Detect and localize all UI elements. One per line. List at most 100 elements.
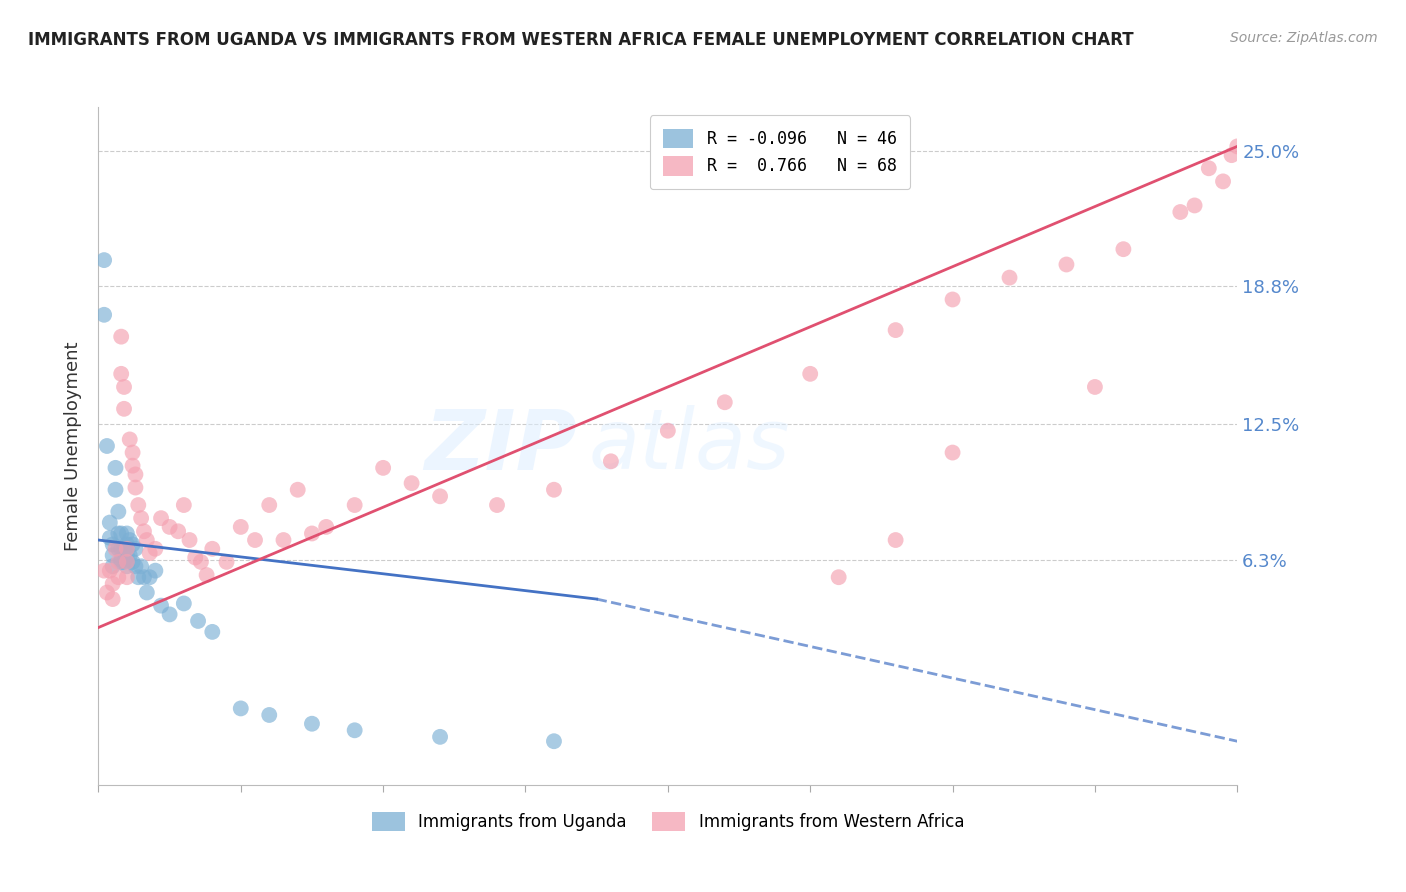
Point — [101, 537, 124, 551]
Point — [1112, 242, 1135, 256]
Point — [98, 564, 121, 578]
Point — [112, 380, 135, 394]
Point — [150, 599, 173, 613]
Point — [129, 559, 152, 574]
Point — [101, 592, 124, 607]
Point — [273, 533, 295, 547]
Point — [115, 555, 138, 569]
Point — [1198, 161, 1220, 176]
Point — [124, 541, 146, 556]
Point — [121, 458, 143, 473]
Point — [110, 329, 132, 343]
Point — [243, 533, 266, 547]
Point — [124, 559, 146, 574]
Point — [135, 533, 157, 547]
Point — [121, 555, 143, 569]
Point — [486, 498, 509, 512]
Point — [145, 541, 167, 556]
Point — [201, 624, 224, 639]
Point — [132, 570, 155, 584]
Point — [115, 537, 138, 551]
Point — [107, 555, 129, 569]
Point — [1056, 258, 1078, 272]
Point — [1084, 380, 1107, 394]
Text: IMMIGRANTS FROM UGANDA VS IMMIGRANTS FROM WESTERN AFRICA FEMALE UNEMPLOYMENT COR: IMMIGRANTS FROM UGANDA VS IMMIGRANTS FRO… — [28, 31, 1133, 49]
Point — [600, 454, 623, 468]
Point — [190, 555, 212, 569]
Text: Source: ZipAtlas.com: Source: ZipAtlas.com — [1230, 31, 1378, 45]
Point — [118, 549, 141, 563]
Point — [373, 461, 395, 475]
Point — [104, 461, 127, 475]
Point — [115, 526, 138, 541]
Y-axis label: Female Unemployment: Female Unemployment — [65, 342, 83, 550]
Point — [179, 533, 201, 547]
Point — [229, 701, 252, 715]
Point — [828, 570, 851, 584]
Point — [1170, 205, 1192, 219]
Point — [104, 483, 127, 497]
Point — [429, 730, 451, 744]
Point — [124, 467, 146, 482]
Point — [138, 546, 160, 560]
Point — [429, 489, 451, 503]
Point — [884, 323, 907, 337]
Point — [714, 395, 737, 409]
Point — [98, 531, 121, 545]
Point — [96, 585, 118, 599]
Point — [167, 524, 190, 539]
Point — [96, 439, 118, 453]
Point — [942, 445, 965, 459]
Point — [112, 541, 135, 556]
Point — [150, 511, 173, 525]
Point — [93, 253, 115, 268]
Point — [1220, 148, 1243, 162]
Point — [101, 549, 124, 563]
Point — [401, 476, 423, 491]
Point — [173, 597, 195, 611]
Point — [104, 541, 127, 556]
Point — [138, 570, 160, 584]
Point — [121, 445, 143, 459]
Point — [259, 498, 281, 512]
Point — [343, 498, 366, 512]
Point — [110, 367, 132, 381]
Point — [543, 483, 565, 497]
Legend: Immigrants from Uganda, Immigrants from Western Africa: Immigrants from Uganda, Immigrants from … — [359, 798, 977, 845]
Text: atlas: atlas — [588, 406, 790, 486]
Point — [115, 541, 138, 556]
Point — [115, 570, 138, 584]
Point — [110, 526, 132, 541]
Point — [132, 524, 155, 539]
Point — [315, 520, 337, 534]
Point — [107, 541, 129, 556]
Point — [998, 270, 1021, 285]
Point — [1226, 139, 1249, 153]
Point — [657, 424, 679, 438]
Point — [124, 481, 146, 495]
Point — [543, 734, 565, 748]
Point — [301, 526, 323, 541]
Point — [942, 293, 965, 307]
Point — [173, 498, 195, 512]
Point — [101, 559, 124, 574]
Point — [343, 723, 366, 738]
Point — [127, 498, 149, 512]
Point — [159, 607, 181, 622]
Point — [195, 568, 218, 582]
Text: ZIP: ZIP — [425, 406, 576, 486]
Point — [799, 367, 821, 381]
Point — [118, 533, 141, 547]
Point — [259, 708, 281, 723]
Point — [215, 555, 238, 569]
Point — [107, 570, 129, 584]
Point — [112, 555, 135, 569]
Point — [112, 401, 135, 416]
Point — [110, 552, 132, 566]
Point — [101, 576, 124, 591]
Point — [129, 511, 152, 525]
Point — [110, 541, 132, 556]
Point — [93, 308, 115, 322]
Point — [118, 433, 141, 447]
Point — [1212, 174, 1234, 188]
